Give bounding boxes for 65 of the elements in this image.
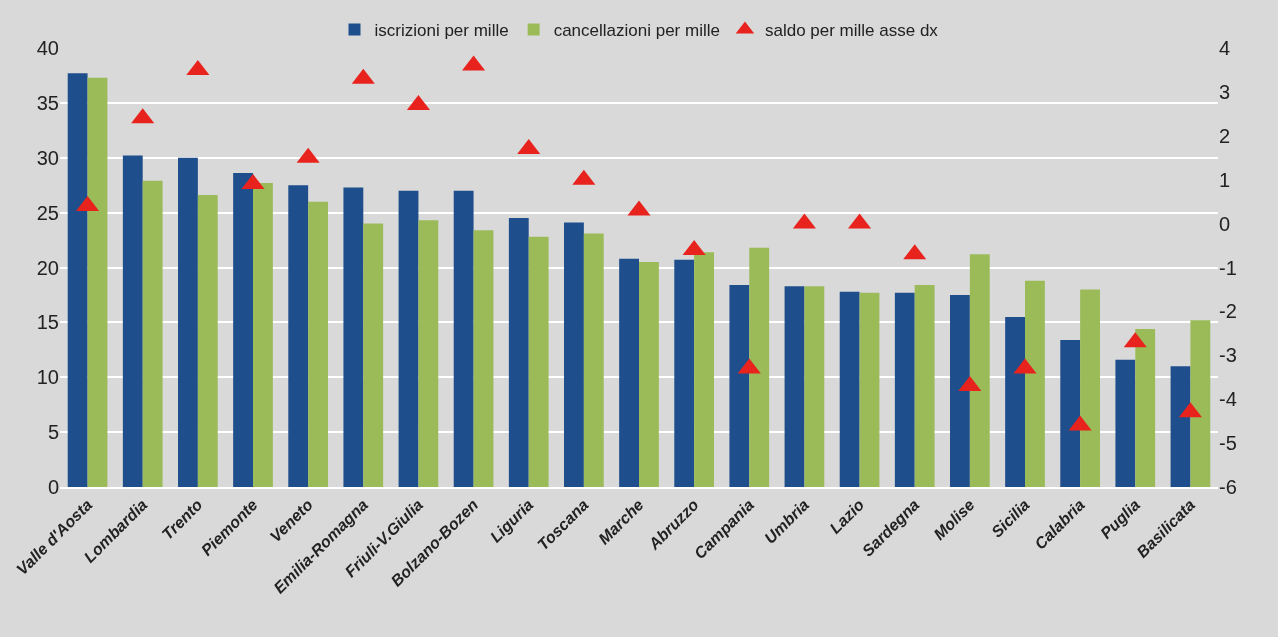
bar xyxy=(694,252,714,487)
y-tick-label: 40 xyxy=(36,37,59,59)
bar xyxy=(839,291,860,487)
y2-tick-label: -2 xyxy=(1219,300,1237,323)
bar xyxy=(914,285,935,487)
bar xyxy=(473,230,494,487)
bar xyxy=(729,285,750,487)
y-tick-label: 15 xyxy=(36,311,59,334)
bar xyxy=(969,254,990,487)
y-tick-label: 30 xyxy=(36,146,59,169)
bar xyxy=(1080,289,1100,487)
bar xyxy=(1115,359,1136,487)
bar xyxy=(583,233,604,487)
bar xyxy=(122,155,143,487)
bar xyxy=(233,173,253,487)
bar xyxy=(564,222,584,487)
bar xyxy=(784,286,805,487)
bar xyxy=(363,223,384,487)
bar xyxy=(859,292,880,487)
legend-label: cancellazioni per mille xyxy=(553,21,720,41)
bar xyxy=(343,187,364,487)
y2-tick-label: 3 xyxy=(1219,80,1231,103)
bar xyxy=(1190,320,1211,487)
legend-label: saldo per mille asse dx xyxy=(764,21,939,41)
bar xyxy=(1170,366,1191,487)
bar xyxy=(288,185,309,487)
legend-label: iscrizioni per mille xyxy=(374,21,509,41)
bar xyxy=(1025,280,1045,487)
y-tick-label: 25 xyxy=(36,201,59,224)
bar xyxy=(398,190,419,487)
bar xyxy=(142,180,163,487)
bar xyxy=(508,218,529,487)
bar xyxy=(528,236,549,487)
bar xyxy=(619,258,639,487)
bar xyxy=(253,182,273,487)
bar xyxy=(453,190,474,487)
y-tick-label: 20 xyxy=(36,256,59,279)
y2-tick-label: -4 xyxy=(1219,388,1237,411)
y2-tick-label: -3 xyxy=(1219,344,1237,367)
bar xyxy=(894,292,915,487)
bar xyxy=(674,259,695,487)
y-tick-label: 0 xyxy=(47,476,59,498)
y-tick-label: 35 xyxy=(36,91,59,114)
y2-tick-label: 2 xyxy=(1219,124,1231,147)
bar xyxy=(418,220,439,487)
y2-tick-label: -6 xyxy=(1219,476,1237,498)
y-tick-label: 10 xyxy=(36,366,59,389)
y2-tick-label: -5 xyxy=(1219,432,1237,455)
bar xyxy=(749,247,770,487)
y2-tick-label: -1 xyxy=(1219,256,1237,279)
bar xyxy=(804,286,825,487)
bar xyxy=(950,294,970,487)
y2-tick-label: 4 xyxy=(1219,37,1231,59)
bar xyxy=(1005,316,1025,487)
y2-tick-label: 0 xyxy=(1219,212,1231,235)
bar xyxy=(1135,328,1156,487)
bar xyxy=(67,73,88,487)
bar xyxy=(178,157,198,487)
bar xyxy=(639,262,659,487)
y2-tick-label: 1 xyxy=(1219,168,1231,191)
bar xyxy=(197,195,218,487)
bar xyxy=(308,201,328,487)
bar xyxy=(87,77,108,487)
bar xyxy=(1060,339,1081,487)
y-tick-label: 5 xyxy=(47,421,59,444)
